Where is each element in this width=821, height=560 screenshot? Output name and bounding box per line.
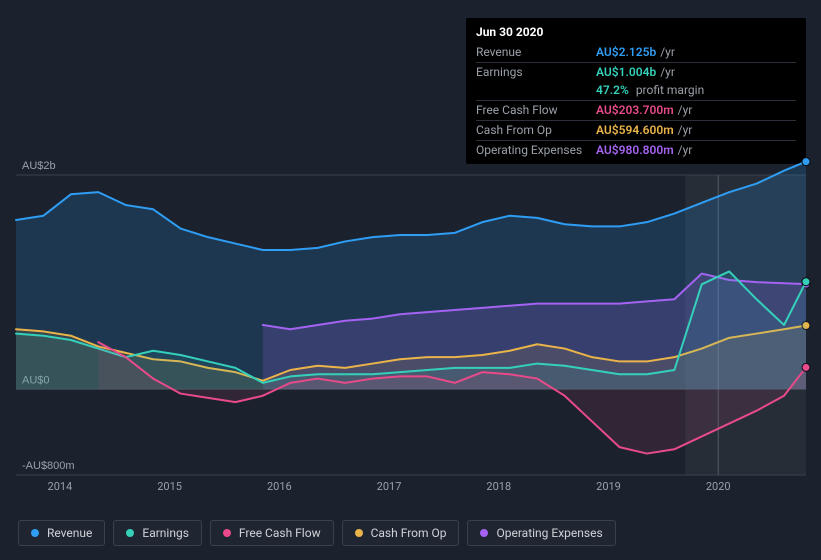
legend-label: Free Cash Flow — [239, 526, 321, 540]
legend-item-cash-from-op[interactable]: Cash From Op — [342, 520, 460, 546]
financials-chart: AU$2bAU$0-AU$800m — [0, 0, 821, 500]
y-axis-label: AU$2b — [22, 160, 56, 172]
legend-item-operating-expenses[interactable]: Operating Expenses — [467, 520, 615, 546]
x-axis-label: 2018 — [486, 480, 511, 493]
legend-swatch — [223, 529, 231, 537]
legend-label: Revenue — [47, 526, 92, 540]
x-axis-label: 2017 — [377, 480, 402, 493]
y-axis-label: -AU$800m — [22, 460, 75, 472]
legend-label: Cash From Op — [371, 526, 447, 540]
x-axis-label: 2015 — [157, 480, 182, 493]
chart-legend: Revenue Earnings Free Cash Flow Cash From O… — [18, 520, 616, 546]
legend-label: Earnings — [142, 526, 189, 540]
legend-item-revenue[interactable]: Revenue — [18, 520, 105, 546]
legend-swatch — [31, 529, 39, 537]
legend-swatch — [480, 529, 488, 537]
legend-swatch — [355, 529, 363, 537]
legend-item-earnings[interactable]: Earnings — [113, 520, 202, 546]
legend-item-free-cash-flow[interactable]: Free Cash Flow — [210, 520, 334, 546]
x-axis-label: 2019 — [596, 480, 621, 493]
legend-label: Operating Expenses — [496, 526, 602, 540]
x-axis-label: 2014 — [48, 480, 73, 493]
x-axis-label: 2016 — [267, 480, 292, 493]
x-axis-label: 2020 — [706, 480, 731, 493]
legend-swatch — [126, 529, 134, 537]
